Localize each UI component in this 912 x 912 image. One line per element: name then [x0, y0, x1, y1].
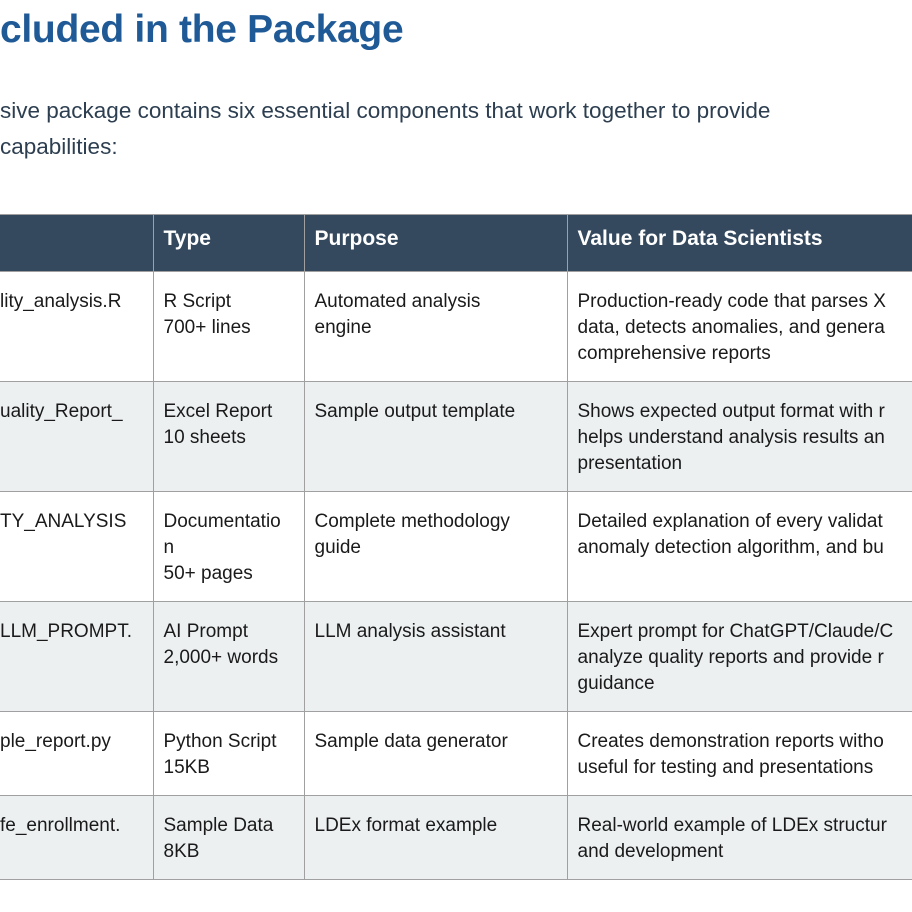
cell-value: Shows expected output format with r helps…: [566, 381, 912, 492]
table-row: ple_report.py Python Script 15KB Sample dat…: [0, 711, 912, 796]
cell-value-line: Creates demonstration reports witho: [577, 731, 884, 752]
cell-type: Excel Report 10 sheets: [152, 381, 305, 492]
cell-file-line: ple_report.py: [0, 731, 111, 752]
cell-purpose-line: LDEx format example: [314, 815, 498, 836]
cell-type: AI Prompt 2,000+ words: [152, 601, 305, 712]
cell-purpose: LLM analysis assistant: [303, 601, 568, 712]
cell-purpose-line: Sample data generator: [314, 731, 508, 752]
cell-value-line: Real-world example of LDEx structur: [577, 815, 887, 836]
cell-value-line: Detailed explanation of every validat: [577, 511, 883, 532]
cell-file-line: TY_ANALYSIS: [0, 511, 127, 532]
cell-file: ple_report.py: [0, 711, 154, 796]
cell-value-line: and development: [577, 841, 724, 862]
cell-file-line: fe_enrollment.: [0, 815, 121, 836]
table-row: fe_enrollment. Sample Data 8KB LDEx format …: [0, 795, 912, 880]
cell-value: Detailed explanation of every validat ano…: [566, 491, 912, 602]
cell-purpose: Automated analysis engine: [303, 271, 568, 382]
cell-file-line: lity_analysis.R: [0, 291, 122, 312]
cell-file: LLM_PROMPT.: [0, 601, 154, 712]
cell-type: Sample Data 8KB: [152, 795, 305, 880]
cell-value-line: Shows expected output format with r: [577, 401, 885, 422]
cell-value: Production-ready code that parses X data,…: [566, 271, 912, 382]
cell-type-line: Python Script: [163, 731, 277, 752]
cell-file: TY_ANALYSIS: [0, 491, 154, 602]
section-heading: cluded in the Package: [0, 8, 404, 51]
cell-type: Documentatio n 50+ pages: [152, 491, 305, 602]
intro-paragraph: sive package contains six essential comp…: [0, 93, 912, 165]
intro-line: sive package contains six essential comp…: [0, 98, 771, 123]
cell-value-line: Production-ready code that parses X: [577, 291, 886, 312]
cell-type-line: Excel Report: [163, 401, 273, 422]
header-value: Value for Data Scientists: [566, 214, 912, 272]
cell-type-line: AI Prompt: [163, 621, 248, 642]
cell-type-line: 700+ lines: [163, 317, 251, 338]
cell-value: Expert prompt for ChatGPT/Claude/C analyz…: [566, 601, 912, 712]
cell-type-line: R Script: [163, 291, 232, 312]
header-type: Type: [152, 214, 305, 272]
table-row: lity_analysis.R R Script 700+ lines Automat…: [0, 271, 912, 382]
cell-value-line: presentation: [577, 453, 683, 474]
cell-purpose-line: Sample output template: [314, 401, 516, 422]
cell-type: R Script 700+ lines: [152, 271, 305, 382]
package-components-table: Type Purpose Value for Data Scientists l…: [0, 214, 912, 880]
table-row: uality_Report_ Excel Report 10 sheets Sampl…: [0, 381, 912, 492]
cell-type-line: 2,000+ words: [163, 647, 279, 668]
cell-purpose-line: engine: [314, 317, 372, 338]
table-row: LLM_PROMPT. AI Prompt 2,000+ words LLM anal…: [0, 601, 912, 712]
cell-type-line: 8KB: [163, 841, 200, 862]
cell-type-line: 15KB: [163, 757, 210, 778]
cell-type: Python Script 15KB: [152, 711, 305, 796]
cell-file-line: LLM_PROMPT.: [0, 621, 132, 642]
cell-value: Real-world example of LDEx structur and d…: [566, 795, 912, 880]
header-file: [0, 214, 154, 272]
cell-value-line: useful for testing and presentations: [577, 757, 874, 778]
cell-value-line: comprehensive reports: [577, 343, 771, 364]
cell-purpose: Complete methodology guide: [303, 491, 568, 602]
cell-purpose: Sample data generator: [303, 711, 568, 796]
cell-file: uality_Report_: [0, 381, 154, 492]
cell-type-line: 50+ pages: [163, 563, 253, 584]
cell-value-line: Expert prompt for ChatGPT/Claude/C: [577, 621, 894, 642]
cell-purpose: Sample output template: [303, 381, 568, 492]
table-row: TY_ANALYSIS Documentatio n 50+ pages Complet…: [0, 491, 912, 602]
cell-purpose: LDEx format example: [303, 795, 568, 880]
cell-file-line: uality_Report_: [0, 401, 123, 422]
cell-type-line: n: [163, 537, 175, 558]
cell-value-line: guidance: [577, 673, 655, 694]
cell-type-line: Sample Data: [163, 815, 274, 836]
cell-value-line: anomaly detection algorithm, and bu: [577, 537, 884, 558]
header-purpose: Purpose: [303, 214, 568, 272]
cell-purpose-line: Automated analysis: [314, 291, 481, 312]
intro-line: capabilities:: [0, 134, 118, 159]
cell-file: fe_enrollment.: [0, 795, 154, 880]
cell-value-line: analyze quality reports and provide r: [577, 647, 884, 668]
table-header-row: Type Purpose Value for Data Scientists: [0, 214, 912, 272]
cell-value: Creates demonstration reports witho usefu…: [566, 711, 912, 796]
cell-value-line: helps understand analysis results an: [577, 427, 885, 448]
cell-file: lity_analysis.R: [0, 271, 154, 382]
cell-value-line: data, detects anomalies, and genera: [577, 317, 885, 338]
cell-purpose-line: LLM analysis assistant: [314, 621, 506, 642]
cell-purpose-line: Complete methodology: [314, 511, 510, 532]
cell-purpose-line: guide: [314, 537, 362, 558]
cell-type-line: 10 sheets: [163, 427, 246, 448]
cell-type-line: Documentatio: [163, 511, 281, 532]
